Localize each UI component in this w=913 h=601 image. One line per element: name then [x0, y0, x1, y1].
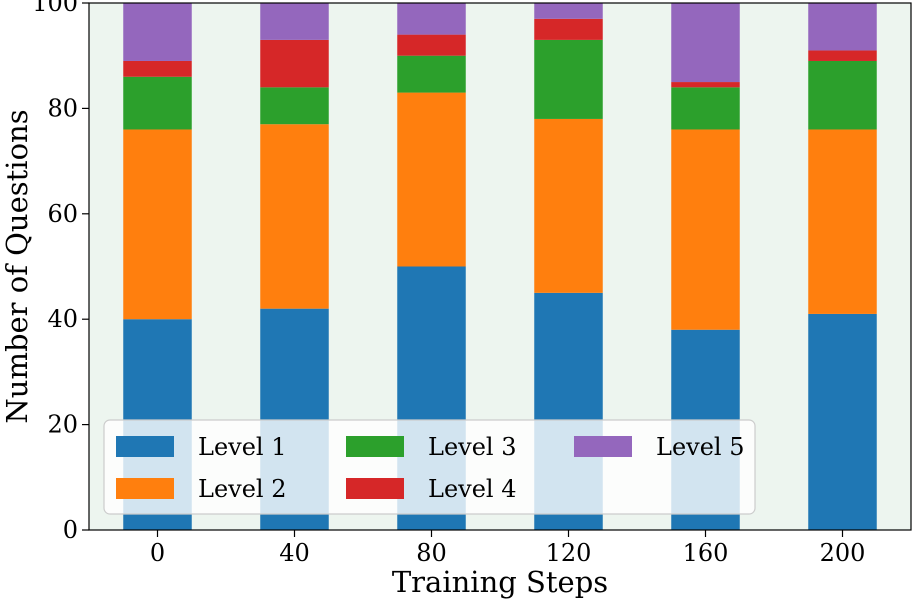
bar-level-3-step-80	[397, 55, 466, 93]
bar-level-1-step-200	[808, 313, 877, 530]
x-tick-label: 40	[279, 539, 310, 567]
bar-level-4-step-200	[808, 50, 877, 61]
bar-level-3-step-40	[260, 87, 329, 125]
y-tick-label: 0	[63, 516, 78, 544]
y-tick-label: 80	[47, 94, 78, 122]
legend-label-level-1: Level 1	[198, 433, 286, 461]
bar-level-4-step-80	[397, 34, 466, 56]
bar-level-2-step-200	[808, 129, 877, 314]
legend-label-level-4: Level 4	[428, 475, 516, 503]
y-tick-label: 60	[47, 200, 78, 228]
x-tick-label: 200	[820, 539, 866, 567]
bar-level-5-step-120	[534, 3, 603, 19]
legend-swatch-level-2	[116, 478, 174, 499]
bar-level-3-step-0	[123, 76, 192, 130]
bar-level-5-step-160	[671, 3, 740, 83]
legend-swatch-level-3	[346, 436, 404, 457]
y-tick-label: 100	[32, 0, 78, 17]
bar-level-4-step-120	[534, 18, 603, 40]
bar-level-2-step-160	[671, 129, 740, 330]
y-tick-label: 40	[47, 305, 78, 333]
legend-label-level-5: Level 5	[656, 433, 744, 461]
bar-level-2-step-0	[123, 129, 192, 320]
x-tick-label: 0	[150, 539, 165, 567]
legend: Level 1 Level 2 Level 3 Level 4 Level 5	[103, 419, 756, 515]
legend-label-level-2: Level 2	[198, 475, 286, 503]
legend-swatch-level-4	[346, 478, 404, 499]
bar-level-4-step-0	[123, 60, 192, 77]
bar-level-2-step-120	[534, 118, 603, 293]
y-axis-ticks: 0 20 40 60 80 100	[32, 0, 89, 544]
bar-level-4-step-40	[260, 39, 329, 88]
bar-level-5-step-80	[397, 3, 466, 35]
x-axis-ticks: 0 40 80 120 160 200	[150, 530, 866, 567]
bar-level-2-step-40	[260, 124, 329, 309]
x-tick-label: 80	[416, 539, 447, 567]
x-axis-label: Training Steps	[392, 565, 608, 599]
plot-frame	[88, 2, 912, 531]
x-tick-label: 160	[683, 539, 729, 567]
bar-level-5-step-200	[808, 3, 877, 51]
bar-level-3-step-160	[671, 87, 740, 130]
y-axis-label: Number of Questions	[0, 109, 34, 423]
y-tick-label: 20	[47, 411, 78, 439]
legend-swatch-level-5	[574, 436, 632, 457]
legend-swatch-level-1	[116, 436, 174, 457]
bar-level-4-step-160	[671, 82, 740, 88]
bar-level-5-step-40	[260, 3, 329, 40]
bar-level-3-step-200	[808, 60, 877, 130]
bar-level-3-step-120	[534, 39, 603, 119]
bar-level-5-step-0	[123, 3, 192, 61]
bar-level-2-step-80	[397, 92, 466, 267]
legend-label-level-3: Level 3	[428, 433, 516, 461]
x-tick-label: 120	[546, 539, 592, 567]
